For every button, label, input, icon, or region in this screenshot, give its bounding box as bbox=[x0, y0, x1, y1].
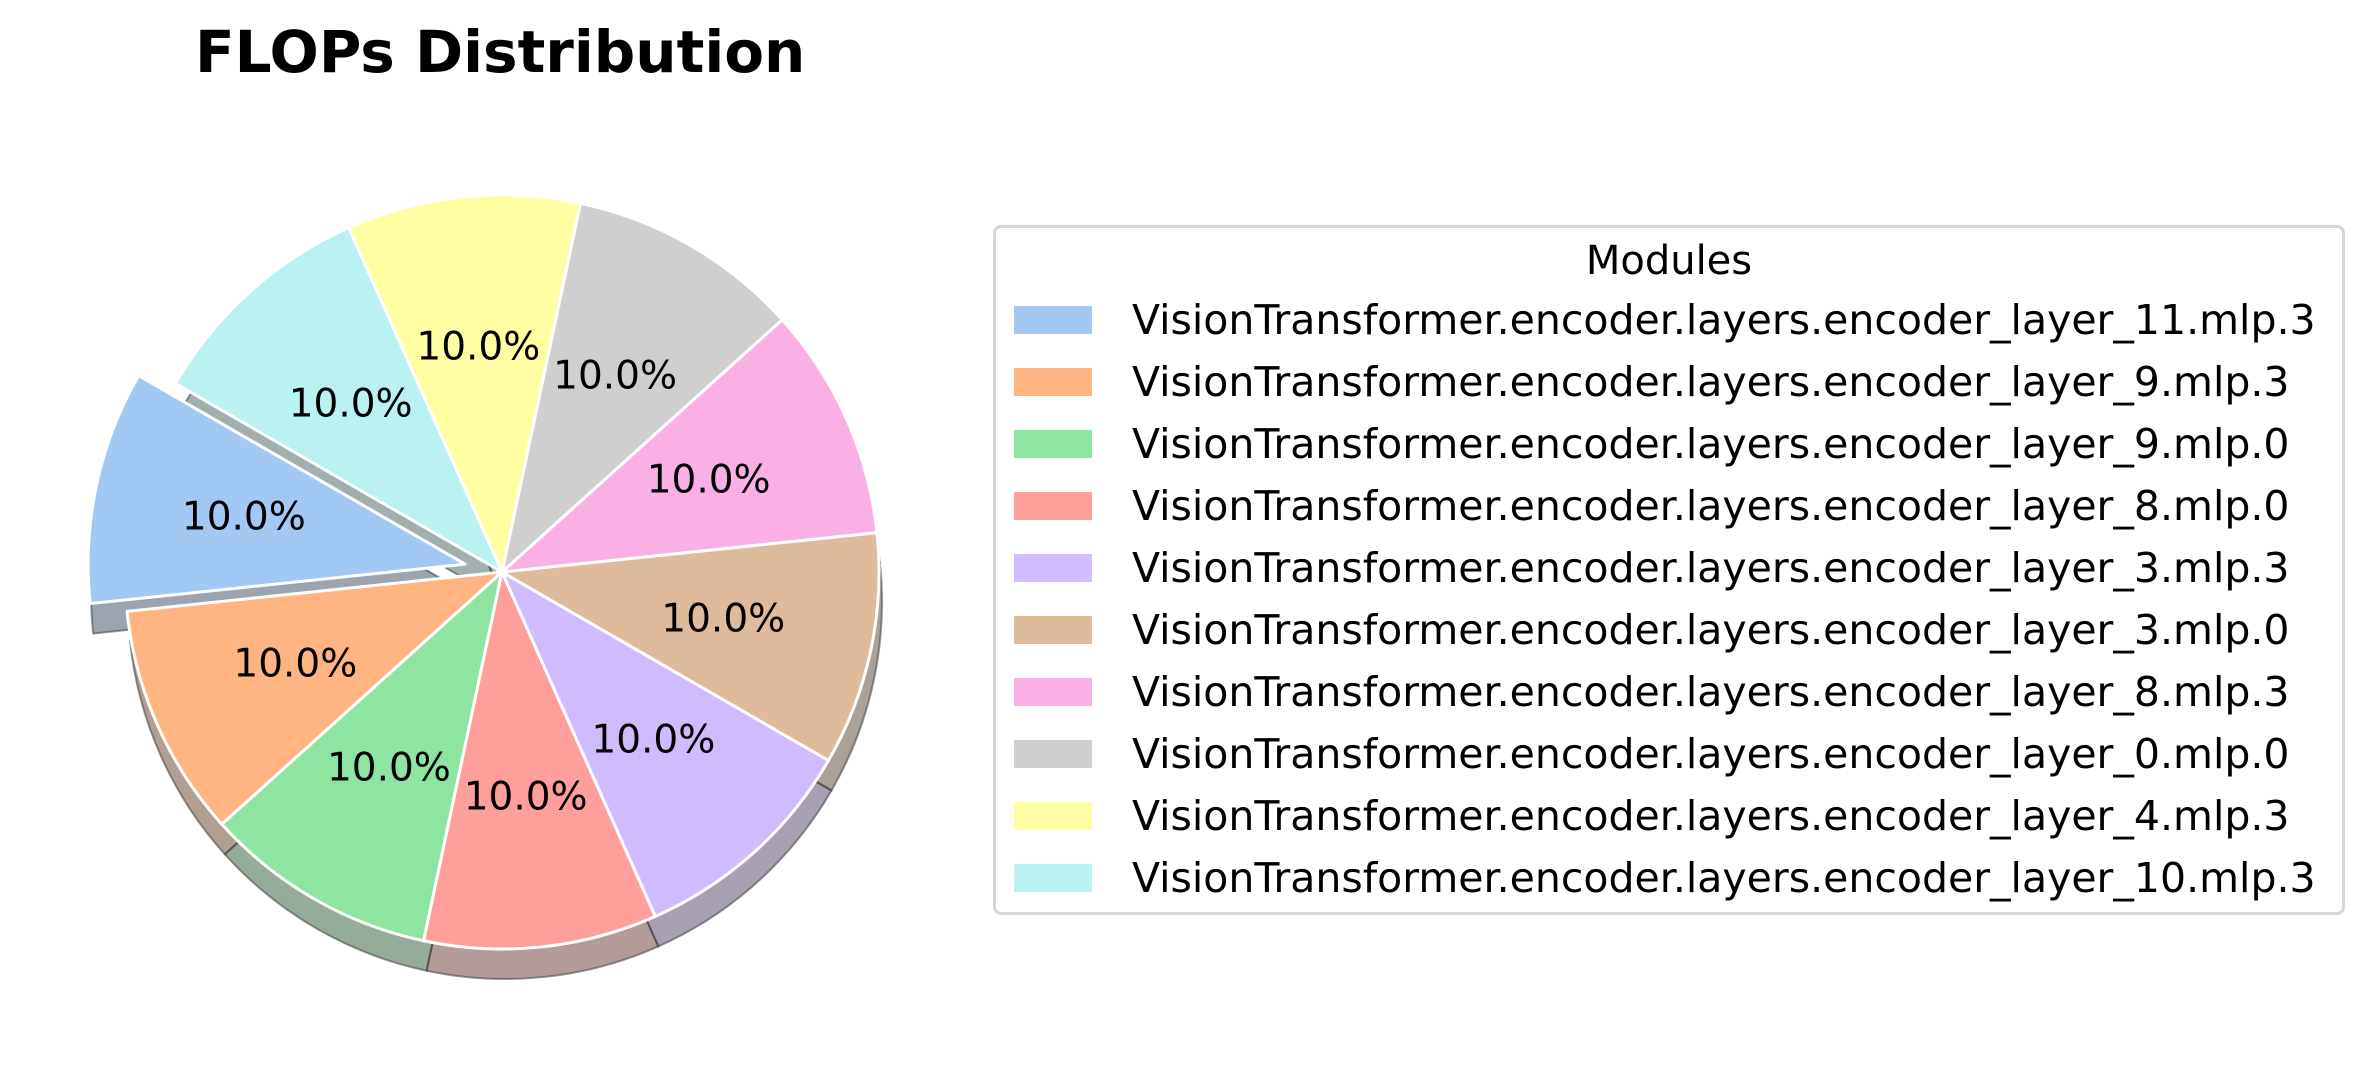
pie-slice bbox=[500, 318, 879, 574]
legend: Modules VisionTransformer.encoder.layers… bbox=[993, 225, 2345, 915]
pie-pct-label: 10.0% bbox=[416, 325, 540, 370]
legend-swatch bbox=[1014, 368, 1092, 396]
pie-slice bbox=[174, 226, 504, 574]
legend-entry: VisionTransformer.encoder.layers.encoder… bbox=[1014, 791, 2290, 841]
chart-title: FLOPs Distribution bbox=[195, 18, 806, 86]
legend-entry: VisionTransformer.encoder.layers.encoder… bbox=[1014, 605, 2290, 655]
legend-label: VisionTransformer.encoder.layers.encoder… bbox=[1132, 730, 2290, 778]
pie-slice bbox=[86, 374, 467, 606]
pie-pct-label: 10.0% bbox=[327, 745, 451, 790]
legend-label: VisionTransformer.encoder.layers.encoder… bbox=[1132, 606, 2290, 654]
legend-entry: VisionTransformer.encoder.layers.encoder… bbox=[1014, 419, 2290, 469]
legend-swatch bbox=[1014, 802, 1092, 830]
pie-pct-label: 10.0% bbox=[289, 381, 413, 426]
legend-label: VisionTransformer.encoder.layers.encoder… bbox=[1132, 792, 2290, 840]
pie-pct-label: 10.0% bbox=[647, 457, 771, 502]
legend-label: VisionTransformer.encoder.layers.encoder… bbox=[1132, 854, 2316, 902]
legend-entry: VisionTransformer.encoder.layers.encoder… bbox=[1014, 481, 2290, 531]
pie-slice bbox=[220, 570, 504, 943]
pie-slice bbox=[500, 570, 830, 918]
legend-label: VisionTransformer.encoder.layers.encoder… bbox=[1132, 544, 2290, 592]
legend-swatch bbox=[1014, 616, 1092, 644]
legend-swatch bbox=[1014, 554, 1092, 582]
legend-entry: VisionTransformer.encoder.layers.encoder… bbox=[1014, 295, 2316, 345]
legend-entry: VisionTransformer.encoder.layers.encoder… bbox=[1014, 543, 2290, 593]
pie-slice bbox=[422, 570, 657, 951]
pie-slice bbox=[500, 531, 881, 762]
pie-pct-label: 10.0% bbox=[464, 774, 588, 819]
pie-pct-label: 10.0% bbox=[553, 354, 677, 399]
legend-label: VisionTransformer.encoder.layers.encoder… bbox=[1132, 358, 2290, 406]
legend-swatch bbox=[1014, 864, 1092, 892]
legend-swatch bbox=[1014, 430, 1092, 458]
pie-slices bbox=[86, 193, 881, 951]
legend-label: VisionTransformer.encoder.layers.encoder… bbox=[1132, 296, 2316, 344]
legend-swatch bbox=[1014, 492, 1092, 520]
legend-swatch bbox=[1014, 306, 1092, 334]
pie-slice bbox=[125, 570, 504, 826]
legend-label: VisionTransformer.encoder.layers.encoder… bbox=[1132, 668, 2290, 716]
legend-label: VisionTransformer.encoder.layers.encoder… bbox=[1132, 420, 2290, 468]
legend-entry: VisionTransformer.encoder.layers.encoder… bbox=[1014, 667, 2290, 717]
pie-pct-label: 10.0% bbox=[182, 495, 306, 540]
pie-slice bbox=[500, 201, 784, 574]
legend-label: VisionTransformer.encoder.layers.encoder… bbox=[1132, 482, 2290, 530]
legend-entry: VisionTransformer.encoder.layers.encoder… bbox=[1014, 853, 2316, 903]
legend-entry: VisionTransformer.encoder.layers.encoder… bbox=[1014, 357, 2290, 407]
pie-pct-labels: 10.0%10.0%10.0%10.0%10.0%10.0%10.0%10.0%… bbox=[182, 325, 785, 820]
pie-pct-label: 10.0% bbox=[591, 718, 715, 763]
pie-pct-label: 10.0% bbox=[233, 642, 357, 687]
pie-chart: 10.0%10.0%10.0%10.0%10.0%10.0%10.0%10.0%… bbox=[86, 193, 883, 981]
legend-entry: VisionTransformer.encoder.layers.encoder… bbox=[1014, 729, 2290, 779]
legend-swatch bbox=[1014, 678, 1092, 706]
pie-pct-label: 10.0% bbox=[661, 597, 785, 642]
pie-slice bbox=[347, 193, 582, 574]
legend-swatch bbox=[1014, 740, 1092, 768]
legend-title: Modules bbox=[1585, 238, 1753, 284]
